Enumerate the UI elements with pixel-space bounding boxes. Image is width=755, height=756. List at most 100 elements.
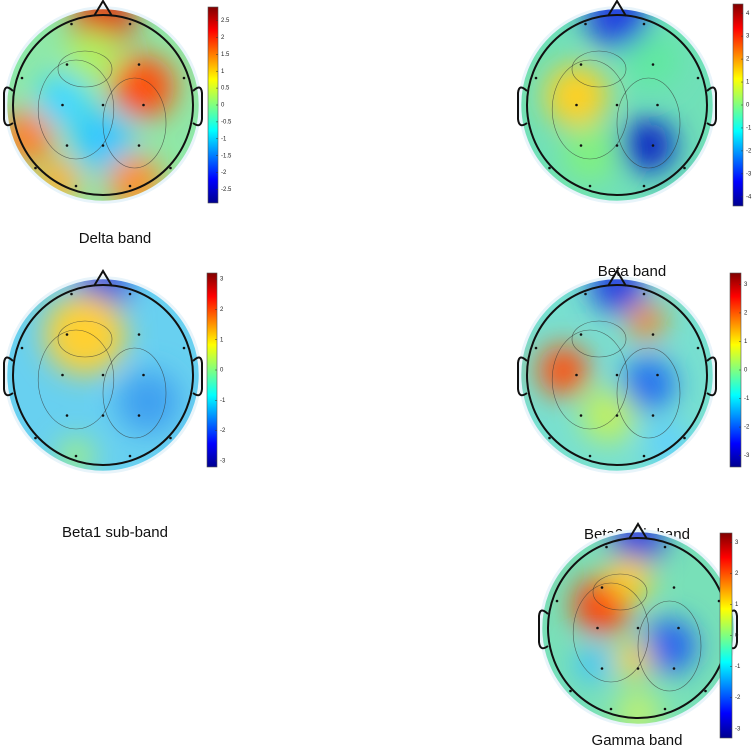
map-blob: [67, 28, 121, 83]
contour: [37, 59, 115, 160]
colorbar-tick-label: -1: [221, 136, 227, 142]
electrode: [596, 626, 599, 630]
electrode: [672, 586, 676, 589]
electrode: [101, 373, 105, 377]
contour: [616, 77, 681, 169]
contour: [57, 320, 113, 358]
colorbar-tick-label: -2: [746, 148, 752, 154]
electrode: [534, 346, 538, 350]
colorbar-tick-label: 2: [744, 311, 748, 317]
map-blob: [581, 388, 635, 443]
colorbar-tick-label: 4: [746, 11, 750, 17]
map-blob: [621, 357, 676, 411]
electrode: [642, 454, 646, 458]
ear: [3, 356, 14, 397]
electrode: [600, 586, 604, 589]
electrode: [101, 103, 105, 107]
colorbar-tick-label: -3: [735, 726, 741, 732]
ear: [538, 609, 549, 650]
colorbar-tick-label: -1: [735, 664, 741, 670]
colorbar-tick-label: 1: [220, 337, 224, 343]
ear: [192, 86, 203, 127]
electrode: [534, 76, 538, 80]
colorbar-tick-label: 0: [744, 368, 748, 374]
electrode: [575, 373, 578, 377]
map-blob: [642, 619, 697, 673]
electrode: [74, 454, 78, 458]
electrode: [34, 436, 37, 440]
colorbar-tick-label: -0.5: [221, 119, 232, 125]
colorbar-tick-label: -1: [744, 396, 750, 402]
electrode: [636, 667, 640, 670]
contour: [572, 582, 650, 683]
electrode: [584, 292, 587, 296]
map-rim: [518, 6, 716, 204]
electrode: [683, 166, 686, 170]
electrode: [600, 667, 604, 670]
colorbar-tick-label: 1: [221, 69, 225, 75]
colorbar-tick-label: 0.5: [221, 86, 230, 92]
electrode: [548, 436, 551, 440]
colorbar-tick-label: 3: [744, 282, 748, 288]
colorbar-tick-label: -3: [744, 453, 750, 459]
electrode: [696, 346, 700, 350]
contour: [37, 329, 115, 430]
map-blob: [44, 294, 126, 375]
electrode: [609, 707, 613, 711]
colorbar-tick-label: 0: [746, 103, 750, 109]
map-blob: [112, 55, 175, 119]
contour: [551, 329, 629, 430]
electrode: [182, 76, 186, 80]
electrode: [579, 144, 583, 147]
colorbar-tick-label: 1: [735, 602, 739, 608]
map-blob: [637, 134, 660, 157]
electrode: [128, 184, 132, 188]
electrode: [128, 292, 132, 296]
electrode: [142, 373, 145, 377]
electrode: [579, 414, 583, 417]
map-blob: [545, 64, 608, 128]
electrode: [656, 103, 659, 107]
colorbar-tick-label: -2.5: [221, 187, 232, 193]
electrode: [20, 76, 24, 80]
contour: [102, 77, 167, 169]
colorbar-tick-label: -1.5: [221, 153, 232, 159]
electrode: [555, 599, 559, 603]
electrode: [696, 76, 700, 80]
scalp-map: [540, 530, 736, 726]
electrode: [575, 103, 578, 107]
nose: [607, 269, 627, 287]
map-blobs: [545, 7, 680, 182]
electrode: [579, 333, 583, 336]
electrode: [672, 667, 676, 670]
colorbar-tick-label: 3: [735, 540, 739, 546]
panel-label: Beta1 sub-band: [62, 524, 168, 541]
electrode: [605, 545, 608, 549]
map-blob: [563, 127, 617, 182]
electrode: [137, 414, 141, 417]
electrode: [65, 144, 69, 147]
topo-panel: 3 2 1 0 -1 -2 -3 Gamma band: [538, 522, 741, 749]
contour: [571, 320, 627, 358]
electrode: [588, 454, 592, 458]
contour: [551, 59, 629, 160]
nose: [628, 522, 648, 540]
head-outline: [526, 284, 708, 466]
electrode: [128, 22, 132, 26]
electrode: [65, 414, 69, 417]
panel-label: Delta band: [79, 230, 152, 247]
contour: [57, 50, 113, 88]
colorbar-tick-label: -3: [220, 459, 226, 465]
electrode: [65, 63, 69, 66]
electrode: [169, 166, 172, 170]
head-outline: [12, 14, 194, 196]
ear: [517, 86, 528, 127]
electrode: [142, 103, 145, 107]
contour: [616, 347, 681, 439]
electrode: [137, 144, 141, 147]
electrode: [642, 22, 646, 26]
electrode: [74, 184, 78, 188]
